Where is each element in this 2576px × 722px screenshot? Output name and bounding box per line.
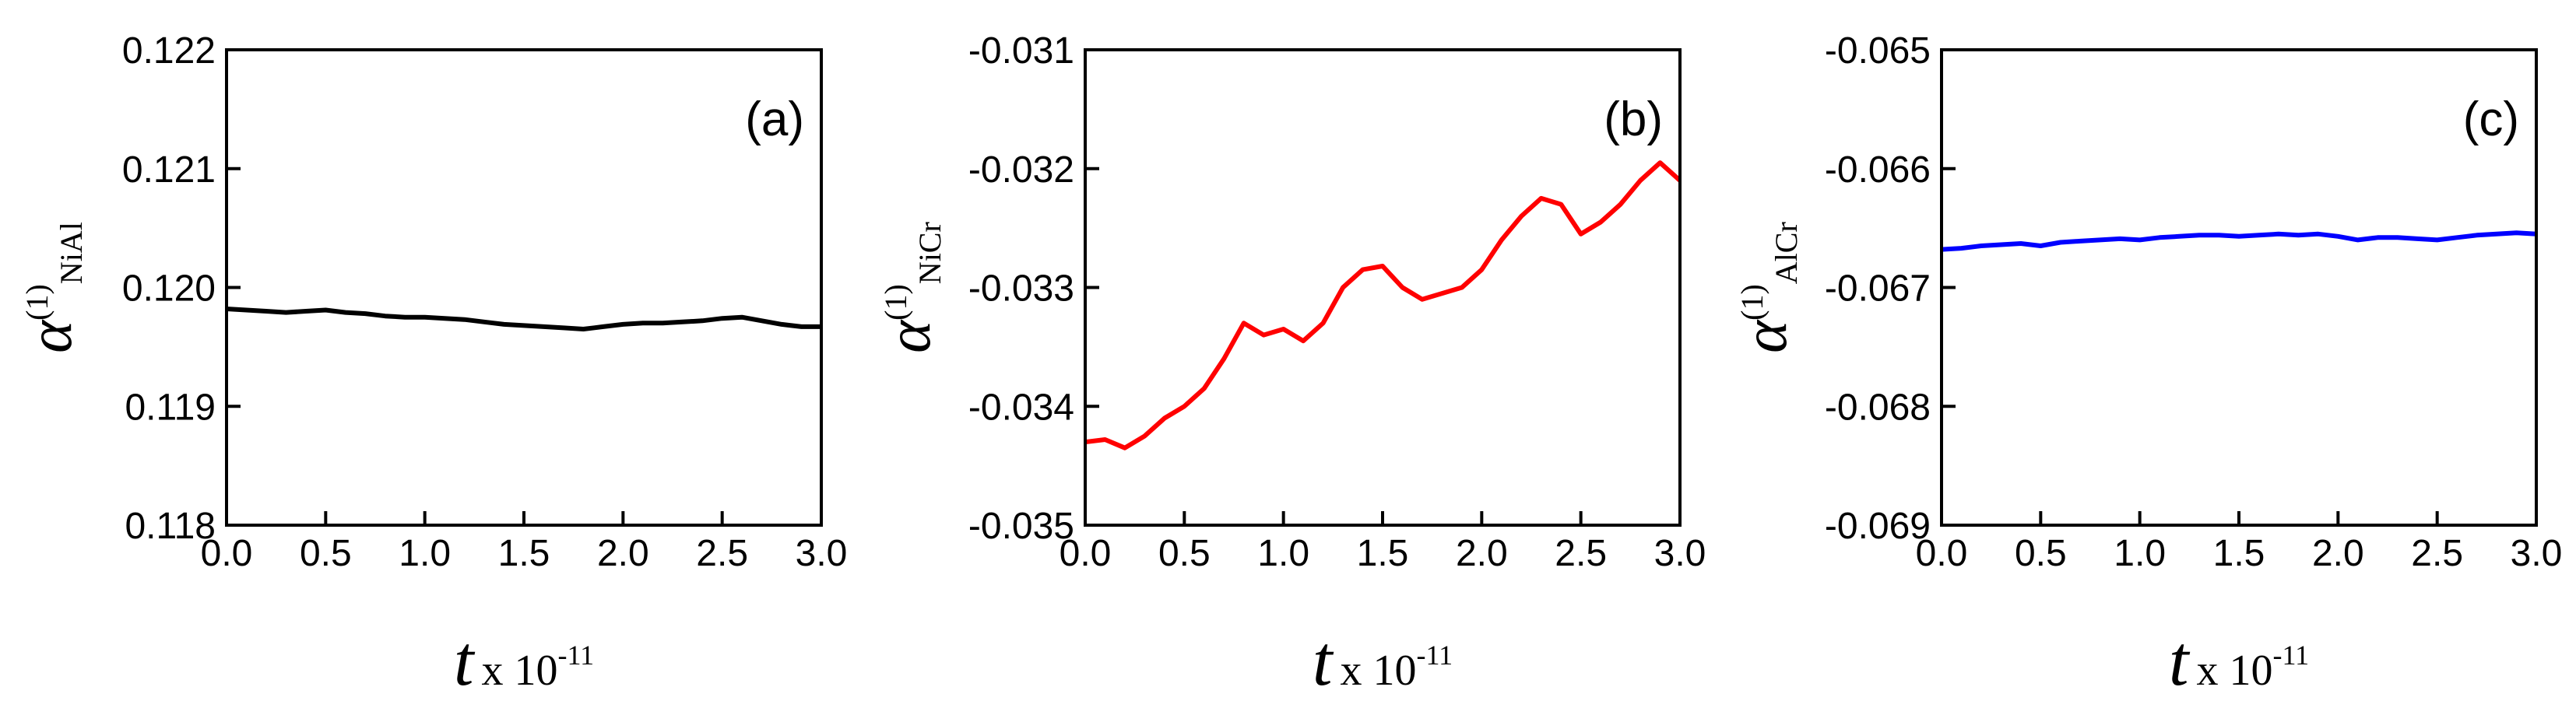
y-label-sub: AlCr [1769, 222, 1804, 284]
y-tick-label: 0.120 [122, 268, 216, 310]
x-tick-label: 2.0 [597, 533, 649, 574]
x-tick-label: 0.5 [1158, 533, 1211, 574]
plot-frame [1940, 48, 2538, 527]
x-tick-label: 0.0 [201, 533, 253, 574]
y-tick-label: -0.034 [968, 387, 1074, 428]
x-label-text: x 10 [481, 647, 557, 695]
x-tick-label: 2.5 [696, 533, 748, 574]
y-tick-label: -0.069 [1825, 506, 1931, 547]
x-tick-label: 0.0 [1916, 533, 1968, 574]
x-tick-label: 2.0 [1456, 533, 1508, 574]
x-label-exp: -11 [2272, 640, 2309, 671]
y-label-symbol: α [1731, 319, 1800, 353]
x-tick-label: 3.0 [1654, 533, 1706, 574]
x-tick-label: 1.5 [1357, 533, 1409, 574]
y-label-sub: NiAl [54, 222, 89, 284]
panel-label: (c) [2463, 93, 2519, 146]
x-label-text: x 10 [1340, 647, 1416, 695]
x-label-var: t [2169, 621, 2191, 700]
y-axis-label: α(1)AlCr [1731, 222, 1804, 353]
y-axis-label: α(1)NiCr [875, 222, 947, 353]
y-label-sup: (1) [19, 284, 54, 321]
x-tick-label: 0.0 [1060, 533, 1112, 574]
data-line [1084, 160, 1682, 450]
x-tick-label: 1.5 [498, 533, 550, 574]
plot-frame [225, 48, 823, 527]
y-tick-label: 0.118 [125, 506, 216, 547]
x-tick-label: 1.0 [1257, 533, 1309, 574]
x-label-exp: -11 [1416, 640, 1453, 671]
y-tick-label: -0.065 [1825, 30, 1931, 72]
y-tick-label: -0.067 [1825, 268, 1931, 310]
x-tick-label: 1.0 [399, 533, 451, 574]
data-line [1941, 230, 2537, 252]
x-tick-label: 0.5 [2015, 533, 2067, 574]
y-tick-label: -0.035 [968, 506, 1074, 547]
x-tick-label: 0.5 [300, 533, 352, 574]
x-label-exp: -11 [557, 640, 594, 671]
x-tick-label: 1.0 [2114, 533, 2166, 574]
x-label-var: t [1313, 621, 1334, 700]
panel-label: (a) [745, 93, 804, 146]
panel: -0.069 -0.068 -0.067 -0.066 -0.065 0.0 0.5 1.0 1… [1731, 30, 2562, 700]
x-tick-label: 2.5 [1555, 533, 1607, 574]
y-tick-label: 0.119 [125, 387, 216, 428]
y-label-sup: (1) [1734, 284, 1769, 321]
y-label-sup: (1) [878, 284, 913, 321]
y-tick-label: -0.066 [1825, 149, 1931, 191]
y-tick-label: -0.068 [1825, 387, 1931, 428]
y-tick-label: -0.033 [968, 268, 1074, 310]
y-label-symbol: α [16, 319, 85, 353]
panel: -0.035 -0.034 -0.033 -0.032 -0.031 0.0 0.5 1.0 1… [875, 30, 1706, 700]
panel-label: (b) [1604, 93, 1663, 146]
x-label-var: t [454, 621, 476, 700]
data-line [226, 307, 821, 331]
y-tick-label: 0.121 [122, 149, 216, 191]
y-tick-label: -0.031 [968, 30, 1074, 72]
panel: 0.118 0.119 0.120 0.121 0.122 0.0 0.5 1.0 1.5 2.0… [16, 30, 847, 700]
x-tick-label: 3.0 [796, 533, 848, 574]
x-tick-label: 2.5 [2411, 533, 2463, 574]
y-tick-label: 0.122 [122, 30, 216, 72]
x-tick-label: 1.5 [2213, 533, 2265, 574]
y-label-sub: NiCr [912, 222, 947, 284]
y-axis-label: α(1)NiAl [16, 222, 89, 353]
x-tick-label: 2.0 [2312, 533, 2364, 574]
x-label-text: x 10 [2196, 647, 2272, 695]
x-tick-label: 3.0 [2511, 533, 2563, 574]
y-label-symbol: α [875, 319, 944, 353]
plot-frame [1084, 48, 1682, 527]
y-tick-label: -0.032 [968, 149, 1074, 191]
